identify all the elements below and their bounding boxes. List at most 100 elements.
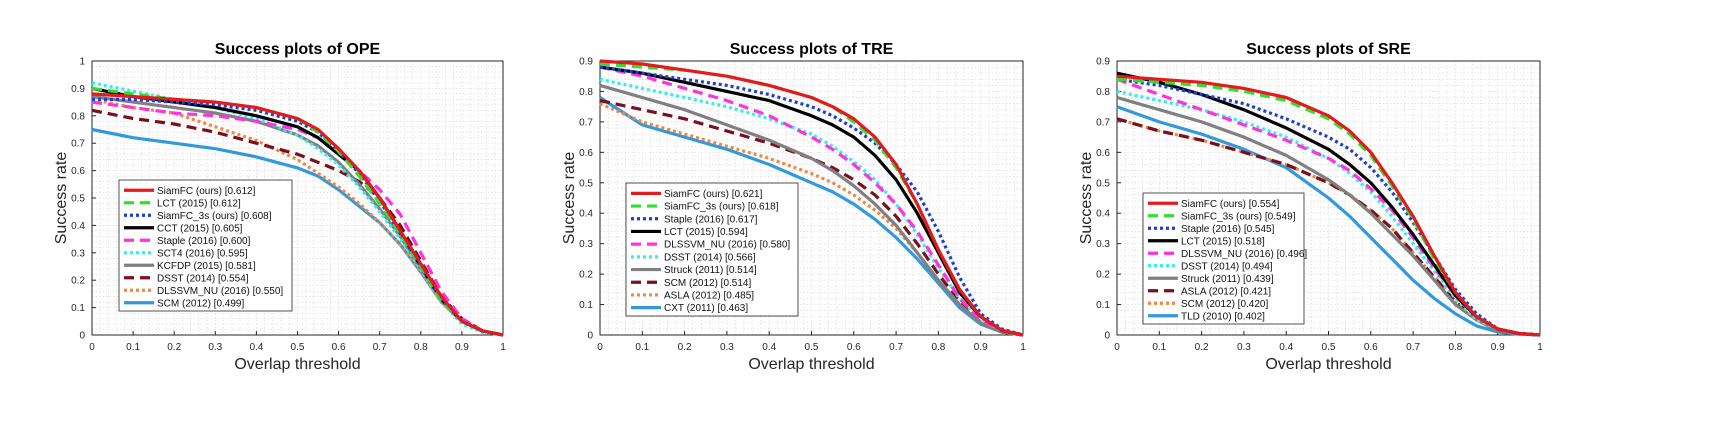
legend: SiamFC (ours) [0.554]SiamFC_3s (ours) [0… [1142, 192, 1307, 325]
x-tick-label: 0 [1114, 342, 1120, 353]
y-tick-label: 0.3 [1096, 239, 1110, 250]
legend-label: Staple (2016) [0.600] [157, 236, 251, 247]
y-tick-label: 0.1 [1096, 300, 1110, 311]
x-tick-label: 0.6 [847, 342, 861, 353]
series-line-5 [91, 100, 504, 337]
y-tick-label: 0.7 [579, 117, 593, 128]
y-tick-label: 0.3 [579, 239, 593, 250]
legend-label: SiamFC_3s (ours) [0.618] [664, 202, 779, 213]
legend-label: Staple (2016) [0.545] [1181, 224, 1275, 235]
series-line-6 [599, 77, 1024, 337]
legend-label: SCT4 (2016) [0.595] [157, 248, 248, 259]
chart-title: Success plots of TRE [730, 41, 894, 58]
legend: SiamFC (ours) [0.621] SiamFC_3s (ours) [0… [625, 182, 799, 317]
series-line-2 [1116, 77, 1541, 337]
legend-label: SiamFC_3s (ours) [0.549] [1181, 211, 1296, 222]
legend-label: SCM (2012) [0.420] [1181, 299, 1268, 310]
y-axis-label: Success rate [1078, 152, 1095, 245]
legend-label: DSST (2014) [0.494] [1181, 261, 1273, 272]
y-axis-label: Success rate [561, 152, 578, 245]
series-line-8 [599, 99, 1024, 337]
series-line-1 [1116, 74, 1541, 337]
x-tick-label: 0.7 [1406, 342, 1420, 353]
y-tick-label: 0.8 [71, 111, 85, 122]
x-tick-label: 0.5 [291, 342, 305, 353]
series-line-7 [1116, 95, 1541, 337]
y-tick-label: 0.2 [1096, 270, 1110, 281]
y-tick-label: 0.2 [71, 276, 85, 287]
x-tick-label: 0.6 [1364, 342, 1378, 353]
legend-label: SCM (2012) [0.499] [157, 298, 244, 309]
x-axis-label: Overlap threshold [748, 356, 874, 373]
x-tick-label: 0.3 [720, 342, 734, 353]
x-tick-label: 0.8 [1448, 342, 1462, 353]
chart-title: Success plots of OPE [215, 41, 381, 58]
series-line-7 [599, 83, 1024, 337]
series-line-5 [599, 65, 1024, 337]
y-tick-label: 0 [1104, 331, 1110, 342]
y-tick-label: 0.1 [579, 300, 593, 311]
legend-label: SiamFC (ours) [0.621] [664, 189, 763, 200]
chart-panel-2: 0 0.1 0.2 0.3 0.4 0.5 0.6 0.7 0.8 0.9 1 0 0.1 0.2 0.3 0… [561, 41, 1026, 373]
y-axis-label: Success rate [53, 152, 70, 245]
y-tick-label: 0.4 [1096, 209, 1110, 220]
x-tick-label: 0 [89, 342, 95, 353]
x-tick-label: 0.2 [678, 342, 692, 353]
x-tick-label: 0.2 [1195, 342, 1209, 353]
chart-panel-1: 0 0.1 0.2 0.3 0.4 0.5 0.6 0.7 0.8 0.9 1 0 0.1 0.2 0.3 0… [53, 41, 506, 373]
series-line-9 [599, 102, 1024, 337]
y-tick-label: 0.6 [1096, 148, 1110, 159]
chart-title: Success plots of SRE [1246, 41, 1411, 58]
legend-label: ASLA (2012) [0.485] [664, 290, 754, 301]
x-axis-label: Overlap threshold [234, 356, 360, 373]
series-line-1 [599, 59, 1024, 337]
y-tick-label: 0.4 [579, 209, 593, 220]
x-tick-label: 1 [1537, 342, 1543, 353]
series-line-6 [1116, 89, 1541, 337]
legend-label: SiamFC (ours) [0.612] [157, 186, 256, 197]
x-tick-label: 0.1 [1152, 342, 1166, 353]
x-tick-label: 0.5 [1322, 342, 1336, 353]
y-tick-label: 0.2 [579, 270, 593, 281]
x-tick-label: 0.6 [332, 342, 346, 353]
legend-label: DLSSVM_NU (2016) [0.580] [664, 240, 790, 251]
y-tick-label: 0.8 [1096, 87, 1110, 98]
y-tick-label: 1 [79, 57, 85, 68]
y-tick-label: 0.7 [1096, 117, 1110, 128]
series-group [1116, 71, 1541, 337]
legend-label: Staple (2016) [0.617] [664, 214, 758, 225]
legend-label: DLSSVM_NU (2016) [0.550] [157, 286, 283, 297]
legend-label: TLD (2010) [0.402] [1181, 311, 1265, 322]
x-tick-label: 1 [1020, 342, 1026, 353]
series-line-1 [91, 92, 504, 337]
chart-panel-3: 0 0.1 0.2 0.3 0.4 0.5 0.6 0.7 0.8 0.9 1 0 0.1 0.2 0.3 0… [1078, 41, 1543, 373]
x-tick-label: 0.8 [931, 342, 945, 353]
y-tick-label: 0 [79, 331, 85, 342]
x-tick-label: 0.3 [1237, 342, 1251, 353]
series-line-10 [1116, 105, 1541, 337]
legend-label: DLSSVM_NU (2016) [0.496] [1181, 249, 1307, 260]
x-tick-label: 0.2 [167, 342, 181, 353]
y-tick-label: 0 [587, 331, 593, 342]
x-tick-label: 0.7 [889, 342, 903, 353]
x-tick-label: 0.4 [762, 342, 776, 353]
y-tick-label: 0.4 [71, 221, 85, 232]
y-tick-label: 0.8 [579, 87, 593, 98]
series-line-3 [599, 65, 1024, 337]
y-tick-label: 0.9 [1096, 57, 1110, 68]
legend-label: DSST (2014) [0.566] [664, 252, 756, 263]
legend-label: DSST (2014) [0.554] [157, 273, 249, 284]
x-tick-label: 0.5 [805, 342, 819, 353]
y-tick-label: 0.7 [71, 139, 85, 150]
y-tick-label: 0.1 [71, 303, 85, 314]
legend-label: LCT (2015) [0.518] [1181, 236, 1265, 247]
x-tick-label: 0.1 [635, 342, 649, 353]
legend: SiamFC (ours) [0.612]LCT (2015) [0.612] S… [118, 179, 293, 312]
y-tick-label: 0.6 [579, 148, 593, 159]
legend-label: CXT (2011) [0.463] [664, 303, 748, 314]
legend-label: LCT (2015) [0.612] [157, 198, 241, 209]
y-tick-label: 0.3 [71, 248, 85, 259]
y-tick-label: 0.9 [71, 84, 85, 95]
x-tick-label: 0.7 [373, 342, 387, 353]
